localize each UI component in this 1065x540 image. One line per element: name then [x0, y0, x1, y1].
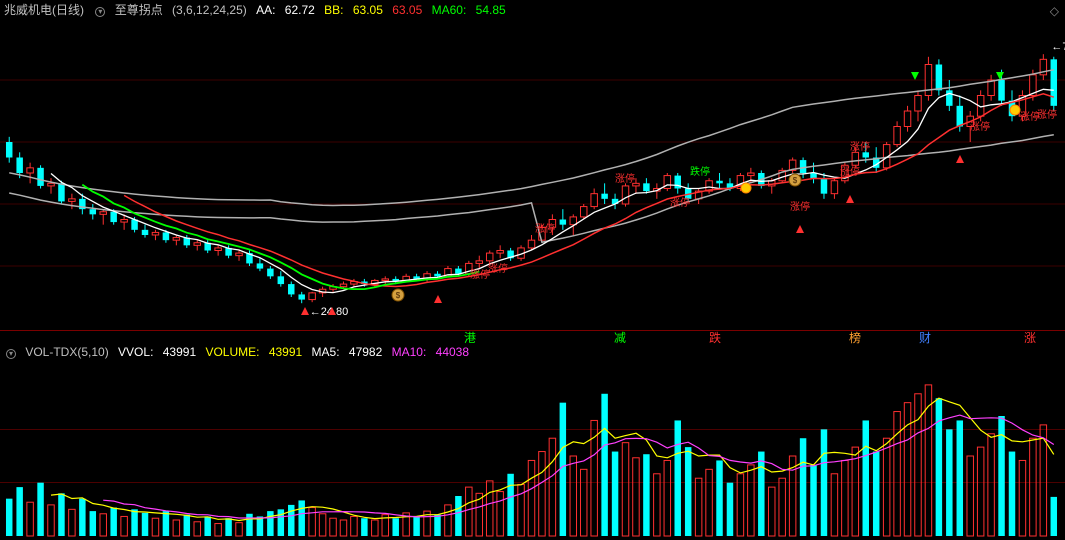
ma10-value: 44038 [436, 345, 469, 359]
stock-chart-root: 兆威机电(日线) ▾ 至尊拐点 (3,6,12,24,25) AA: 62.72… [0, 0, 1065, 540]
svg-text:涨停: 涨停 [670, 196, 690, 209]
svg-text:跌: 跌 [709, 330, 721, 344]
svg-text:涨停: 涨停 [1037, 108, 1057, 121]
time-axis-labels: 港减跌榜财涨 [0, 330, 1065, 344]
svg-text:$: $ [793, 176, 798, 185]
svg-text:涨停: 涨停 [840, 165, 860, 178]
vvol-label: VVOL: [118, 345, 153, 359]
vol-title: VOL-TDX(5,10) [25, 345, 108, 359]
volume-label: VOLUME: [205, 345, 259, 359]
vvol-value: 43991 [163, 345, 196, 359]
svg-text:涨停: 涨停 [488, 262, 508, 275]
svg-text:涨: 涨 [1024, 330, 1036, 344]
svg-text:←24.80: ←24.80 [310, 306, 349, 318]
ma5-label: MA5: [312, 345, 340, 359]
svg-text:跌停: 跌停 [690, 165, 710, 178]
svg-text:$: $ [396, 291, 401, 300]
volume-value: 43991 [269, 345, 302, 359]
svg-text:涨停: 涨停 [970, 120, 990, 133]
svg-text:涨停: 涨停 [535, 222, 555, 235]
svg-text:涨停: 涨停 [850, 140, 870, 153]
svg-text:涨停: 涨停 [615, 172, 635, 185]
svg-text:榜: 榜 [849, 330, 861, 344]
svg-text:←72.49: ←72.49 [1051, 41, 1065, 53]
volume-header: ▾ VOL-TDX(5,10) VVOL: 43991 VOLUME: 4399… [4, 345, 475, 359]
svg-text:涨停: 涨停 [470, 268, 490, 281]
price-chart[interactable]: ←24.80←72.49$涨停涨停涨停涨停涨停跌停$涨停涨停涨停涨停涨停涨停 [0, 0, 1065, 340]
svg-text:港: 港 [464, 331, 476, 344]
ma10-label: MA10: [392, 345, 427, 359]
svg-text:涨停: 涨停 [790, 200, 810, 213]
collapse-icon[interactable]: ▾ [6, 349, 16, 359]
ma5-value: 47982 [349, 345, 382, 359]
svg-text:减: 减 [614, 331, 626, 344]
volume-chart[interactable] [0, 360, 1065, 540]
svg-text:财: 财 [919, 331, 931, 344]
